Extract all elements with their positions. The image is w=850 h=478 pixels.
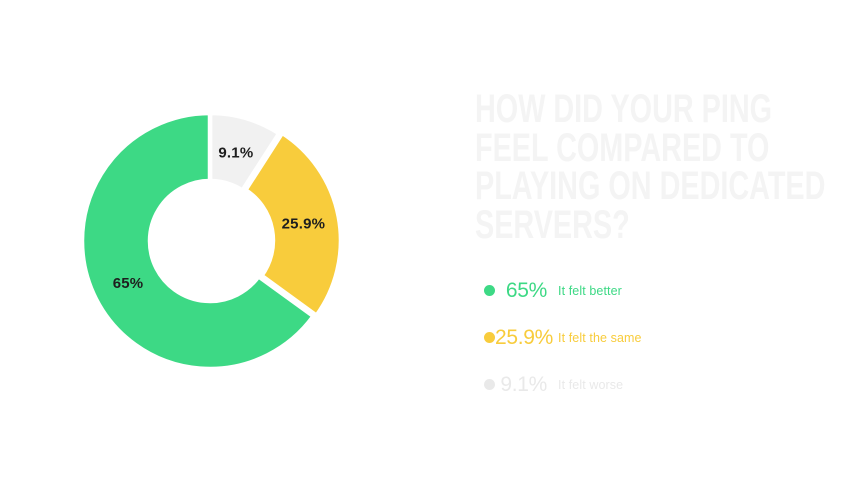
- legend-item: 9.1% It felt worse: [484, 361, 642, 408]
- legend: 65% It felt better 25.9% It felt the sam…: [484, 267, 642, 408]
- legend-label: It felt better: [558, 283, 622, 298]
- slice-label: 65%: [113, 275, 144, 292]
- legend-dot-icon: [484, 379, 495, 390]
- legend-percentage: 65%: [505, 278, 547, 302]
- legend-percentage: 25.9%: [495, 325, 554, 349]
- slice-label: 25.9%: [282, 216, 326, 233]
- legend-item: 25.9% It felt the same: [484, 314, 642, 361]
- title-line-1: HOW DID YOUR PING: [475, 87, 773, 131]
- legend-item: 65% It felt better: [484, 267, 642, 314]
- donut-chart: 9.1% 25.9% 65%: [75, 106, 345, 376]
- title-line-2: FEEL COMPARED TO: [475, 125, 770, 170]
- donut-svg: 9.1% 25.9% 65%: [79, 110, 344, 372]
- legend-label: It felt the same: [558, 330, 642, 345]
- title-line-4: SERVERS?: [475, 202, 630, 247]
- slice-label: 9.1%: [218, 145, 253, 162]
- legend-dot-icon: [484, 285, 495, 296]
- donut-slice: [79, 110, 316, 372]
- donut-slice: [243, 130, 344, 318]
- title-line-3: PLAYING ON DEDICATED: [475, 164, 826, 208]
- legend-dot-icon: [484, 332, 495, 343]
- page-title: HOW DID YOUR PING FEEL COMPARED TO PLAYI…: [475, 87, 826, 247]
- legend-label: It felt worse: [558, 377, 624, 392]
- legend-percentage: 9.1%: [500, 372, 547, 396]
